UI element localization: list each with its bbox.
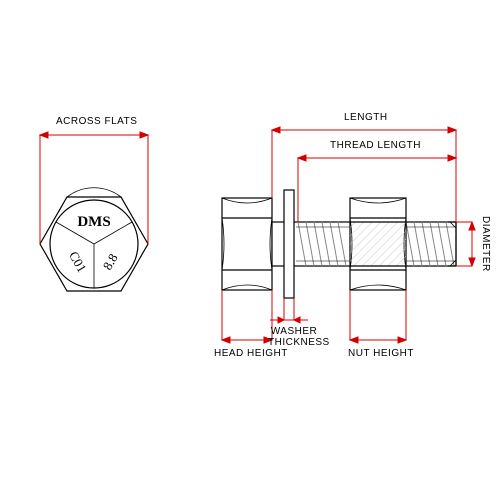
label-across-flats: ACROSS FLATS: [56, 116, 137, 127]
label-head-height: HEAD HEIGHT: [214, 348, 288, 359]
label-thread-length: THREAD LENGTH: [330, 140, 421, 151]
label-diameter: DIAMETER: [480, 216, 491, 272]
bolt-side-view: [222, 190, 456, 298]
bolt-diagram: DMS C01 8.8: [0, 0, 500, 500]
marking-right: 8.8: [100, 251, 121, 273]
label-length: LENGTH: [344, 112, 388, 123]
marking-left: C01: [66, 249, 90, 275]
label-nut-height: NUT HEIGHT: [348, 348, 414, 359]
marking-top: DMS: [77, 214, 110, 230]
label-washer-thickness: WASHER THICKNESS: [268, 326, 320, 348]
